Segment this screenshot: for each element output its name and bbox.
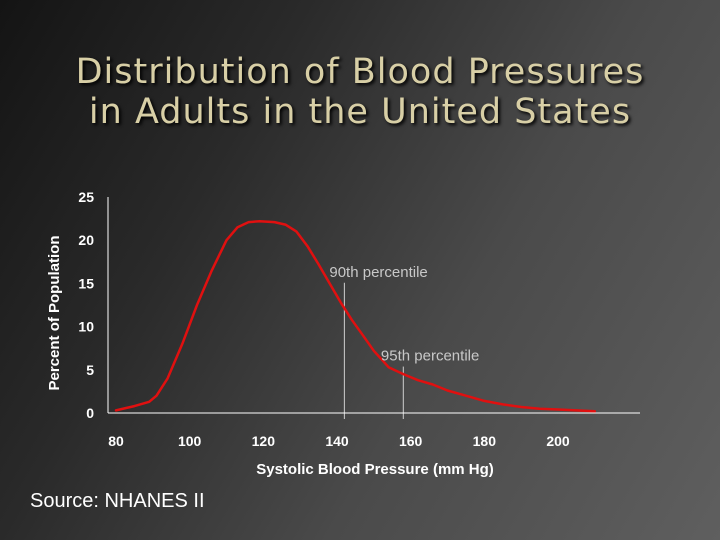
percentile-label: 90th percentile xyxy=(329,264,427,281)
x-tick-label: 180 xyxy=(473,433,497,449)
title-line-2: in Adults in the United States xyxy=(88,92,632,132)
x-tick-label: 120 xyxy=(252,433,276,449)
series-line xyxy=(114,219,597,413)
title-line-1: Distribution of Blood Pressures xyxy=(75,52,645,92)
y-tick-label: 0 xyxy=(86,405,94,421)
y-tick-label: 5 xyxy=(86,362,94,378)
x-axis-label: Systolic Blood Pressure (mm Hg) xyxy=(256,461,494,478)
y-tick-label: 20 xyxy=(78,232,94,248)
y-axis-label: Percent of Population xyxy=(46,235,63,390)
x-tick-label: 200 xyxy=(546,433,570,449)
y-tick-label: 15 xyxy=(78,275,94,291)
x-tick-label: 140 xyxy=(325,433,349,449)
x-tick-label: 80 xyxy=(108,433,124,449)
x-tick-label: 160 xyxy=(399,433,423,449)
y-tick-label: 25 xyxy=(78,189,94,205)
y-tick-label: 10 xyxy=(78,319,94,335)
slide-title: Distribution of Blood Pressures in Adult… xyxy=(0,52,720,132)
source-note: Source: NHANES II xyxy=(30,490,205,512)
percentile-label: 95th percentile xyxy=(381,348,479,365)
x-tick-label: 100 xyxy=(178,433,202,449)
